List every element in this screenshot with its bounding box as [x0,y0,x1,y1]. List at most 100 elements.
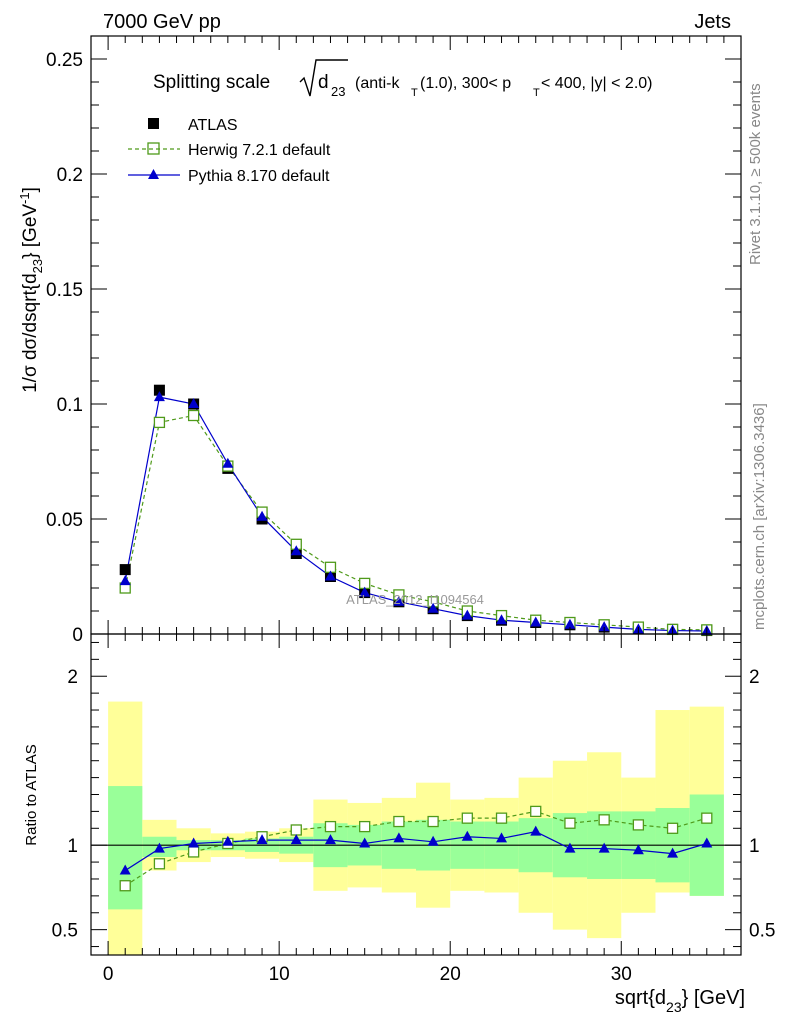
legend-label-atlas: ATLAS [188,117,238,134]
pythia-ratio-point [359,837,371,848]
pythia-point [153,391,165,402]
ratio-tick-label: 2 [67,667,78,688]
herwig-ratio-line [124,810,707,887]
herwig-ratio-point [119,880,131,892]
x-tick-label: 10 [269,964,290,985]
title-cuts-rest: (1.0), 300< p [420,75,511,92]
herwig-ratio-point [495,812,508,824]
herwig-ratio-point [530,805,542,818]
header-left: 7000 GeV pp [103,11,221,33]
pythia-line [124,396,707,632]
plot-title: Splitting scale d 23 (anti-k T (1.0), 30… [153,59,653,99]
herwig-ratio-point [393,815,405,828]
pythia-point [222,457,234,468]
pythia-ratio-point [701,837,713,848]
herwig-ratio-point [359,820,371,833]
pythia-point [119,575,131,586]
pythia-point [359,586,371,597]
pythia-ratio-point [461,830,473,841]
x-tick-label: 0 [103,964,114,985]
herwig-ratio-point [290,824,302,836]
herwig-ratio-point [598,814,610,826]
ratio-tick-label-right: 2 [749,667,760,688]
legend-label-pythia: Pythia 8.170 default [188,168,330,185]
pythia-point [461,609,473,620]
herwig-ratio-point [427,815,439,828]
herwig-point [153,416,166,429]
pythia-point [188,398,200,408]
legend-marker-herwig [147,142,160,155]
herwig-point [187,409,200,422]
atlas-point [119,564,131,576]
svg-text:1/σ dσ/dsqrt{d23} [GeV-1]: 1/σ dσ/dsqrt{d23} [GeV-1] [17,187,45,393]
herwig-ratio-point [187,846,200,858]
pythia-ratio-point [188,837,200,848]
ratio-tick-label: 0.5 [52,921,78,942]
pythia-point [427,602,439,613]
ratio-y-label: Ratio to ATLAS [23,744,40,845]
y-axis-label: 1/σ dσ/dsqrt{d23} [GeV-1] [17,187,45,393]
herwig-ratio-point [666,822,679,834]
pythia-ratio-point [530,825,542,836]
pythia-ratio-point [427,835,439,846]
title-main: Splitting scale [153,72,270,93]
pythia-point [530,616,542,627]
herwig-ratio-point [153,858,166,870]
pythia-point [564,618,576,629]
pythia-point [496,614,508,625]
pythia-point [256,510,268,521]
herwig-ratio-point [324,820,337,833]
pythia-ratio-point [496,832,508,843]
legend: ATLAS Herwig 7.2.1 default Pythia 8.170 … [128,117,331,185]
svg-text:sqrt{d23} [GeV]: sqrt{d23} [GeV] [615,987,745,1015]
legend-label-herwig: Herwig 7.2.1 default [188,142,331,159]
pythia-ratio-point [667,847,679,858]
ratio-tick-label: 1 [67,836,78,857]
mcplots-label: mcplots.cern.ch [arXiv:1306.3436] [751,403,768,630]
axes: 0 10 20 30 0 0.05 0.1 0.15 0.2 0.25 0.5 0.5 1 1 2 2 [46,35,775,985]
ratio-tick-label-right: 0.5 [749,921,775,942]
pythia-ratio-point [222,835,234,846]
rivet-label: Rivet 3.1.10, ≥ 500k events [747,83,764,265]
title-radicand: d [318,72,329,93]
pythia-point [290,545,302,556]
title-cuts-sub: T [411,87,418,99]
title-cuts: (anti-k [355,75,400,92]
y-tick-label: 0.1 [57,395,83,416]
pythia-point [393,595,405,606]
atlas-point [153,384,165,396]
y-tick-label: 0 [72,625,83,646]
x-axis-label: sqrt{d23} [GeV] [615,987,745,1015]
herwig-ratio-point [701,812,713,824]
x-tick-label: 30 [611,964,632,985]
y-tick-label: 0.25 [46,50,83,71]
pythia-ratio-point [256,834,268,845]
herwig-line [124,414,707,631]
y-tick-label: 0.05 [46,510,83,531]
pythia-ratio-point [119,864,131,875]
herwig-ratio-point [461,812,473,824]
ratio-bands [108,701,724,955]
pythia-ratio-line [124,831,707,872]
legend-marker-atlas [148,118,159,129]
title-radicand-sub: 23 [331,84,345,99]
title-cuts-sub2: T [533,87,540,99]
pythia-ratio-point [598,842,610,853]
pythia-point [324,570,336,581]
x-tick-label: 20 [440,964,461,985]
herwig-ratio-point [632,819,645,831]
pythia-ratio-point [564,842,576,853]
markers [119,384,713,892]
pythia-ratio-point [290,834,302,845]
watermark: ATLAS_2012_I1094564 [346,592,484,607]
header-right: Jets [694,11,731,33]
legend-marker-pythia [148,169,159,179]
data-lines [124,396,707,887]
y-tick-label: 0.2 [57,165,83,186]
ratio-tick-label-right: 1 [749,836,760,857]
pythia-point [598,621,610,632]
pythia-ratio-point [153,842,165,853]
pythia-ratio-point [393,832,405,843]
title-cuts-end: < 400, |y| < 2.0) [541,75,653,92]
